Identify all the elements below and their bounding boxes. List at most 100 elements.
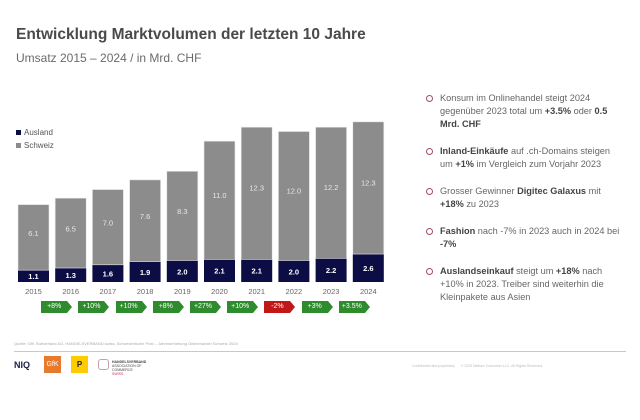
bar-ausland-2022	[278, 260, 310, 282]
x-tick-label-2018: 2018	[137, 287, 154, 296]
x-tick-label-2019: 2019	[174, 287, 191, 296]
growth-badge: +3.5%	[338, 301, 370, 313]
finding-text: steigt um	[513, 266, 556, 276]
growth-badge: +27%	[190, 301, 221, 313]
arrow-right-icon	[253, 301, 259, 313]
finding-text: im Vergleich zum Vorjahr 2023	[473, 159, 602, 169]
arrow-right-icon	[290, 301, 296, 313]
bar-ausland-2019	[166, 260, 198, 282]
badge-body	[152, 301, 179, 313]
bar-schweiz-2024	[352, 121, 385, 255]
growth-label: -2%	[271, 303, 284, 310]
highlight-text: -7%	[440, 239, 457, 249]
hv-line1: HANDELSVERBAND	[112, 360, 147, 364]
arrow-right-icon	[141, 301, 147, 313]
data-label-schweiz-2020: 11.0	[212, 191, 226, 200]
data-label-ausland-2019: 2.0	[177, 267, 187, 276]
footer-legal: Confidential and proprietary © 2025 Niel…	[412, 364, 543, 368]
bar-schweiz-2017	[92, 189, 124, 266]
highlight-text: Fashion	[440, 226, 476, 236]
arrow-right-icon	[216, 301, 221, 313]
bar-schweiz-2023	[315, 126, 347, 259]
circle-bullet-icon	[426, 268, 433, 275]
data-label-ausland-2018: 1.9	[140, 268, 150, 277]
data-label-schweiz-2022: 12.0	[287, 186, 302, 195]
badge-body	[41, 301, 68, 313]
x-tick-label-2016: 2016	[62, 287, 79, 296]
bar-schweiz-2022	[278, 131, 310, 261]
hv-line2: ASSOCIATION OF COMMERCE	[112, 364, 142, 372]
growth-badge: +8%	[152, 301, 184, 313]
badge-body	[338, 301, 365, 313]
growth-label: +10%	[119, 303, 138, 310]
finding-text: nach +10% in 2023. Treiber sind weiterhi…	[440, 266, 604, 302]
data-label-schweiz-2018: 7.6	[140, 212, 150, 221]
bar-ausland-2023	[315, 258, 347, 282]
finding-item: Grosser Gewinner Digitec Galaxus mit +18…	[424, 185, 624, 211]
growth-badge: +10%	[227, 301, 259, 313]
x-tick-label-2017: 2017	[100, 287, 117, 296]
growth-label: +10%	[82, 303, 101, 310]
finding-text: oder	[571, 106, 595, 116]
finding-item: Auslandseinkauf steigt um +18% nach +10%…	[424, 265, 624, 304]
bar-schweiz-2020	[203, 140, 236, 260]
arrow-right-icon	[364, 301, 370, 313]
footer-divider	[14, 351, 626, 352]
data-label-ausland-2015: 1.1	[28, 272, 38, 281]
data-label-ausland-2020: 2.1	[214, 267, 224, 276]
bar-ausland-2018	[129, 261, 161, 282]
finding-text: auf .ch-Domains steigen um	[440, 146, 611, 169]
legend-item-ausland: Ausland	[16, 126, 54, 139]
badge-body	[115, 301, 142, 313]
x-tick-label-2022: 2022	[286, 287, 303, 296]
growth-label: +3.5%	[341, 303, 362, 310]
circle-bullet-icon	[426, 148, 433, 155]
bar-schweiz-2016	[54, 197, 87, 269]
arrow-right-icon	[67, 301, 73, 313]
handelsverband-logo: HANDELSVERBAND ASSOCIATION OF COMMERCE S…	[98, 357, 146, 376]
arrow-right-icon	[104, 301, 110, 313]
x-tick-label-2024: 2024	[360, 287, 377, 296]
badge-body	[264, 301, 291, 313]
chart-legend: Ausland Schweiz	[16, 126, 54, 152]
data-label-schweiz-2023: 12.2	[324, 183, 339, 192]
highlight-text: Inland-Einkäufe	[440, 146, 509, 156]
arrow-right-icon	[178, 301, 184, 313]
bar-ausland-2020	[204, 259, 235, 282]
growth-badge: +8%	[41, 301, 73, 313]
key-findings-list: Konsum im Onlinehandel steigt 2024 gegen…	[424, 92, 624, 318]
growth-badge: +10%	[115, 301, 147, 313]
hv-line3: SWISS	[112, 372, 124, 376]
bar-ausland-2015	[18, 270, 49, 282]
badge-body	[78, 301, 105, 313]
legend-label: Schweiz	[24, 141, 54, 150]
growth-badge: +3%	[301, 301, 333, 313]
stacked-bar-chart: 1.1 6.1 2015 1.3 6.5 2016 1.6 7.0 2017 1.9 7.6 2018…	[17, 121, 385, 296]
data-label-ausland-2021: 2.1	[251, 267, 261, 276]
data-label-schweiz-2017: 7.0	[103, 219, 113, 228]
confidential-note: Confidential and proprietary	[412, 364, 455, 368]
copyright-note: © 2025 Nielsen Consumer LLC. All Rights …	[460, 364, 543, 368]
data-label-ausland-2016: 1.3	[65, 271, 75, 280]
page-subtitle: Umsatz 2015 – 2024 / in Mrd. CHF	[16, 51, 202, 65]
highlight-text: 0.5 Mrd. CHF	[440, 106, 608, 129]
finding-text: mit	[586, 186, 601, 196]
badge-body	[227, 301, 254, 313]
finding-text: Konsum im Onlinehandel steigt 2024 gegen…	[440, 93, 591, 116]
data-label-schweiz-2015: 6.1	[28, 229, 38, 238]
hexagon-icon	[98, 359, 109, 370]
growth-label: +8%	[158, 303, 173, 310]
data-label-ausland-2024: 2.6	[363, 264, 373, 273]
legend-swatch-schweiz	[16, 143, 21, 149]
finding-item: Konsum im Onlinehandel steigt 2024 gegen…	[424, 92, 624, 131]
finding-text: Grosser Gewinner	[440, 186, 518, 196]
highlight-text: Auslandseinkauf	[440, 266, 514, 276]
growth-label: +3%	[307, 303, 322, 310]
source-note: Quelle: GfK Switzerland AG, HANDELSVERBA…	[14, 341, 238, 346]
circle-bullet-icon	[426, 95, 433, 102]
bar-ausland-2024	[352, 254, 384, 282]
growth-label: +27%	[193, 303, 213, 310]
bar-schweiz-2015	[17, 204, 50, 271]
finding-item: Fashion nach -7% in 2023 auch in 2024 be…	[424, 225, 624, 251]
data-label-schweiz-2016: 6.5	[65, 225, 75, 234]
